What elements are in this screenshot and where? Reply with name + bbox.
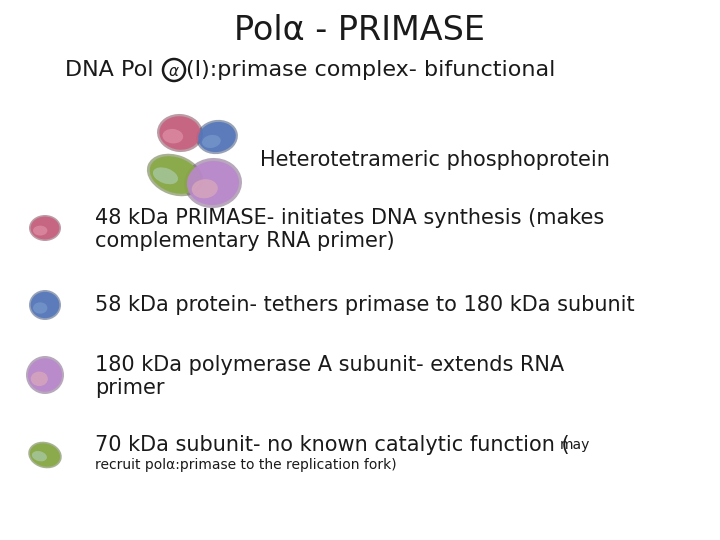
Text: Heterotetrameric phosphoprotein: Heterotetrameric phosphoprotein [260, 150, 610, 170]
Ellipse shape [33, 226, 48, 235]
Ellipse shape [196, 120, 238, 154]
Ellipse shape [28, 358, 62, 392]
Ellipse shape [150, 156, 200, 194]
Ellipse shape [29, 215, 61, 241]
Text: 58 kDa protein- tethers primase to 180 kDa subunit: 58 kDa protein- tethers primase to 180 k… [95, 295, 634, 315]
Ellipse shape [187, 161, 239, 205]
Text: DNA Pol: DNA Pol [65, 60, 161, 80]
Ellipse shape [26, 356, 64, 394]
Text: complementary RNA primer): complementary RNA primer) [95, 231, 395, 251]
Ellipse shape [198, 122, 235, 152]
Ellipse shape [163, 129, 183, 144]
Ellipse shape [32, 451, 47, 461]
Text: Polα - PRIMASE: Polα - PRIMASE [235, 14, 485, 46]
Ellipse shape [31, 372, 48, 386]
Ellipse shape [28, 442, 62, 468]
Text: α: α [169, 64, 179, 78]
Ellipse shape [147, 154, 203, 196]
Ellipse shape [30, 292, 60, 318]
Text: primer: primer [95, 378, 164, 398]
Ellipse shape [202, 135, 221, 148]
Text: 70 kDa subunit- no known catalytic function (: 70 kDa subunit- no known catalytic funct… [95, 435, 570, 455]
Text: may: may [560, 438, 590, 452]
Ellipse shape [192, 179, 217, 198]
Ellipse shape [153, 167, 178, 184]
Text: recruit polα:primase to the replication fork): recruit polα:primase to the replication … [95, 458, 397, 472]
Ellipse shape [157, 114, 203, 152]
Ellipse shape [184, 158, 242, 208]
Ellipse shape [30, 443, 60, 467]
Ellipse shape [33, 302, 48, 314]
Ellipse shape [30, 217, 60, 239]
Ellipse shape [159, 116, 201, 150]
Text: (I):primase complex- bifunctional: (I):primase complex- bifunctional [186, 60, 555, 80]
Ellipse shape [29, 290, 61, 320]
Text: 180 kDa polymerase A subunit- extends RNA: 180 kDa polymerase A subunit- extends RN… [95, 355, 564, 375]
Text: 48 kDa PRIMASE- initiates DNA synthesis (makes: 48 kDa PRIMASE- initiates DNA synthesis … [95, 208, 604, 228]
